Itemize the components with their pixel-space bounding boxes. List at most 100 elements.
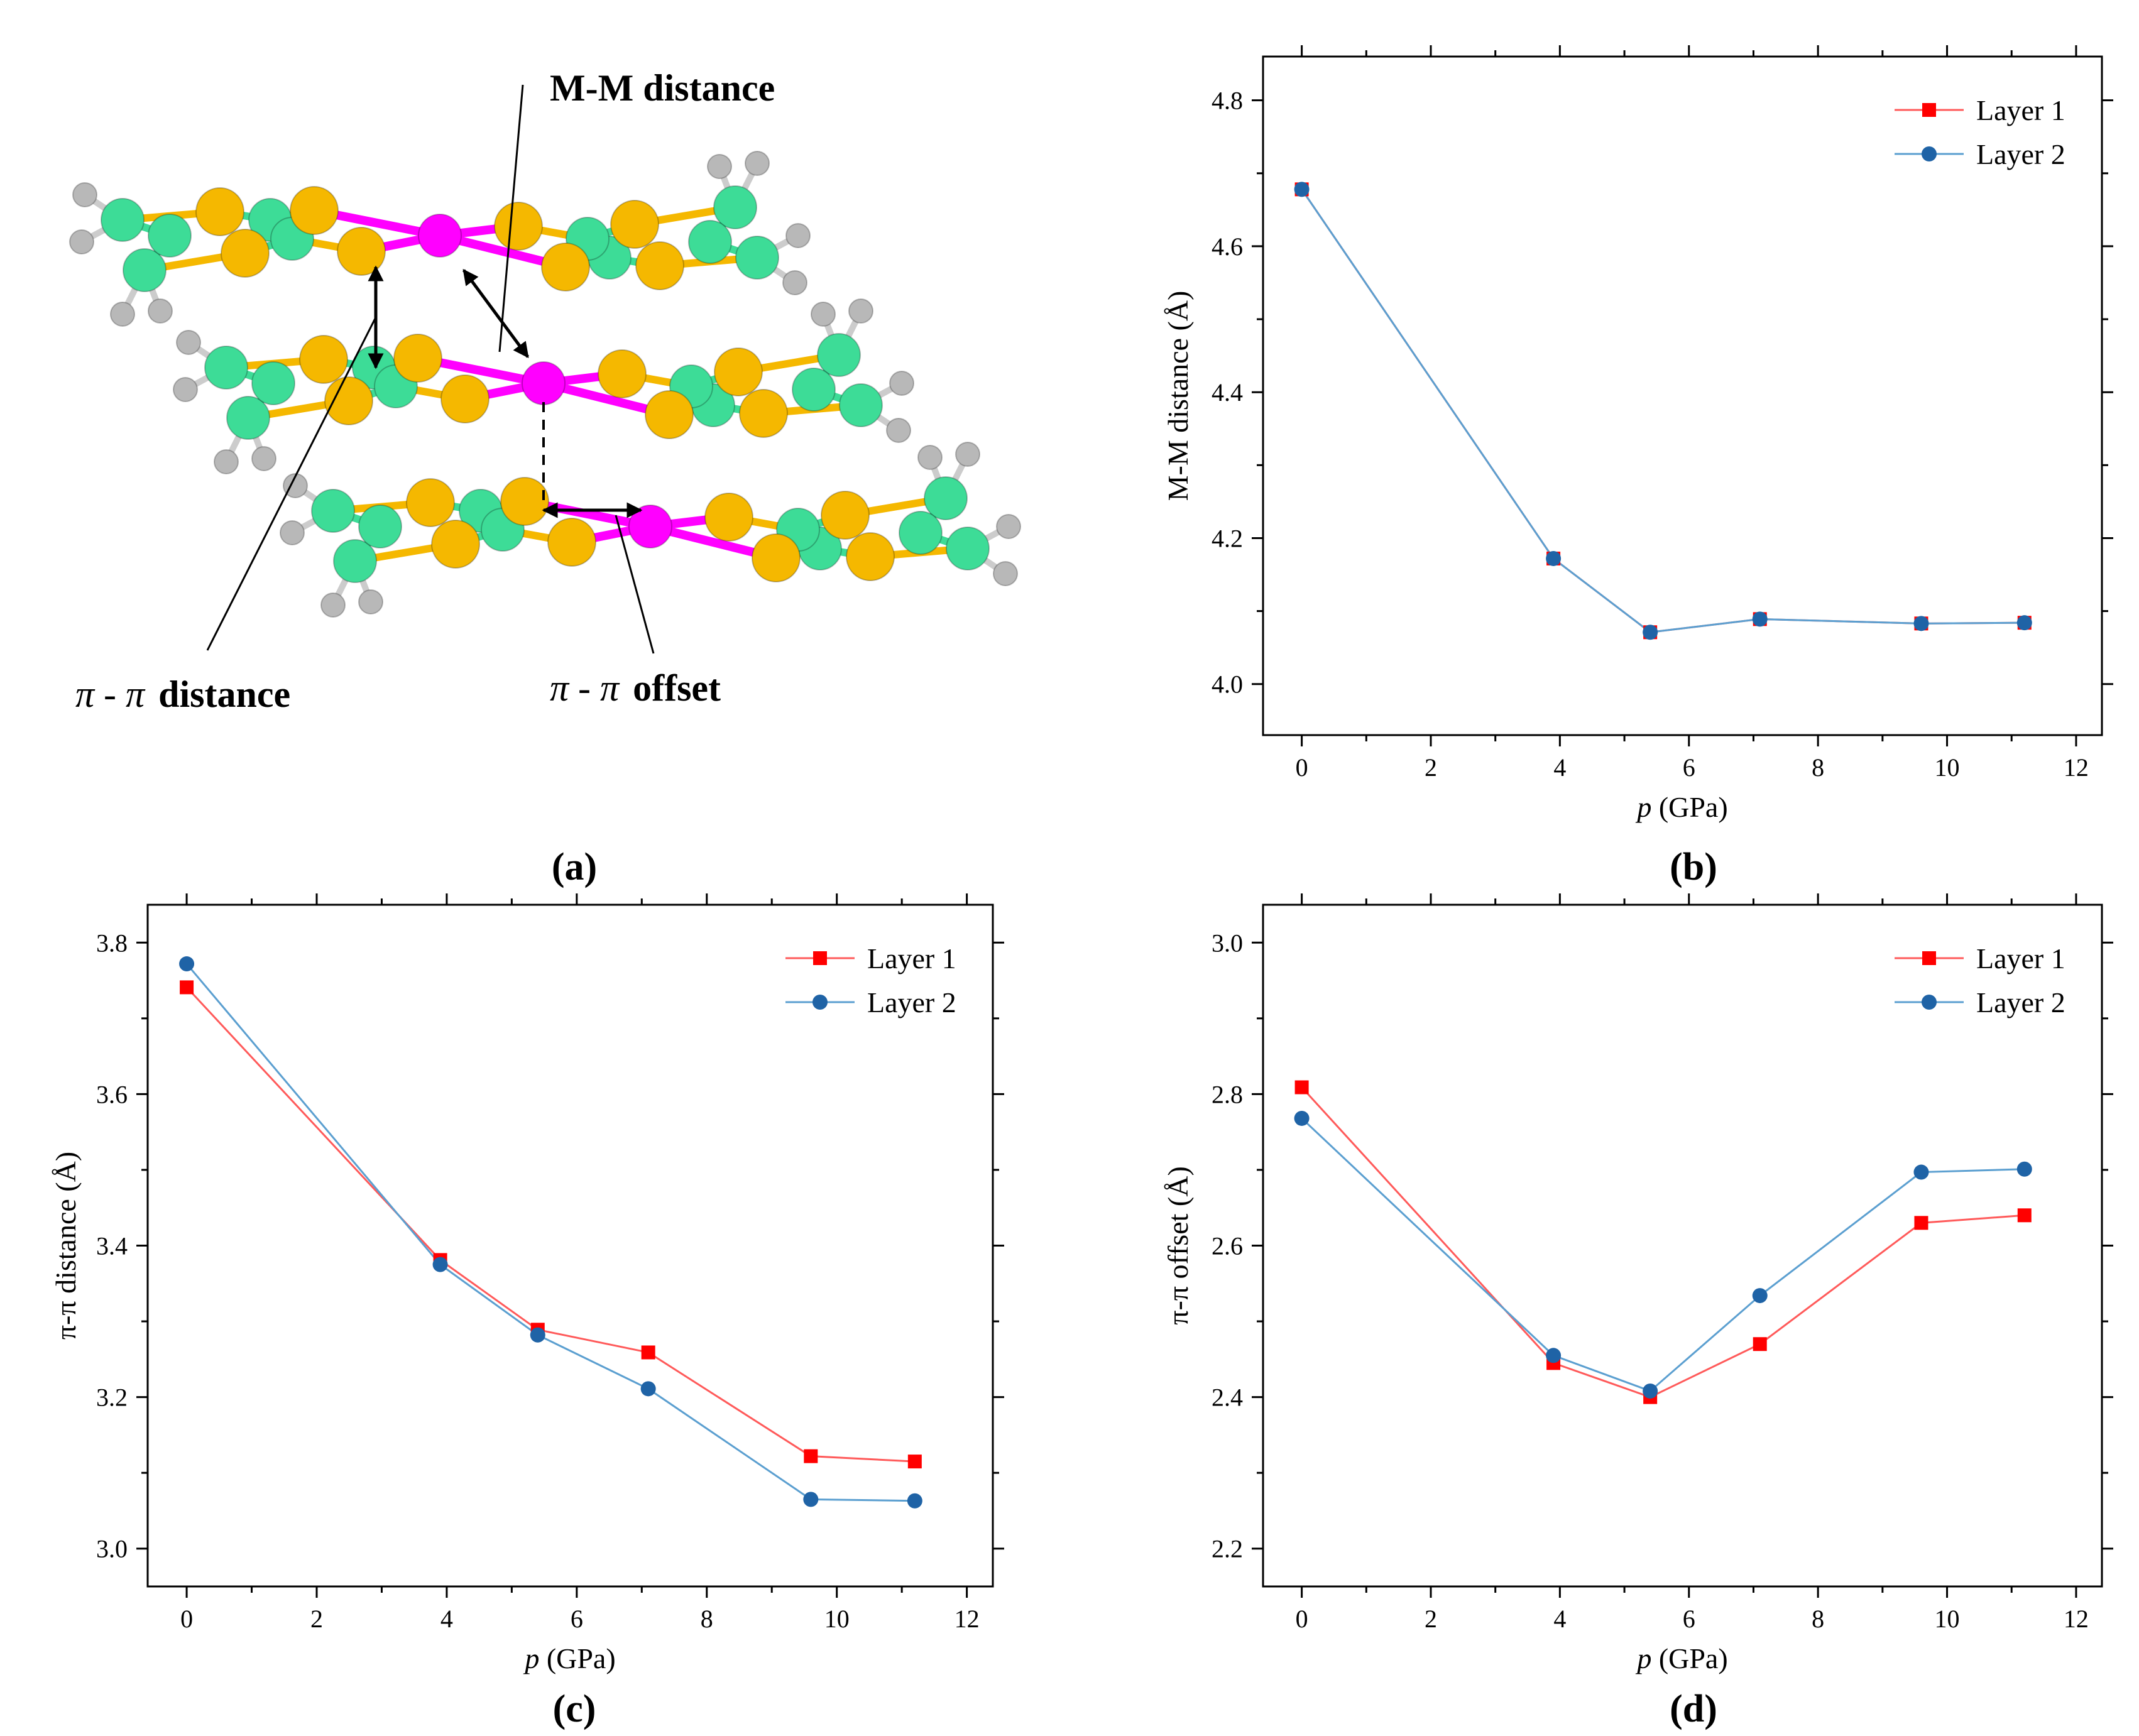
legend-marker-layer-1: [813, 951, 827, 965]
x-tick-label: 8: [1812, 1605, 1824, 1633]
carbon-atom: [817, 333, 861, 377]
legend-marker-layer-1: [1922, 103, 1936, 117]
sulfur-atom: [752, 533, 801, 582]
sulfur-atom: [714, 347, 763, 396]
y-tick-label: 4.6: [1212, 232, 1243, 261]
hydrogen-atom: [280, 520, 305, 545]
point-layer-1: [641, 1345, 655, 1360]
pi-pi-offset-label: π - π offset: [550, 667, 721, 709]
carbon-atom: [688, 220, 732, 264]
carbon-atom: [924, 476, 968, 520]
x-tick-label: 4: [440, 1605, 453, 1633]
carbon-atom: [148, 214, 192, 258]
series-line-layer-1: [185, 986, 915, 1463]
y-tick-label: 3.2: [96, 1384, 128, 1412]
y-tick-label: 4.4: [1212, 378, 1243, 407]
pi-pi-offset-symbol: π - π: [550, 667, 620, 709]
legend-label-layer-1: Layer 1: [867, 942, 956, 974]
carbon-atom: [792, 368, 836, 412]
carbon-atom: [101, 198, 145, 242]
x-tick-label: 2: [1425, 1605, 1437, 1633]
point-layer-1: [180, 980, 194, 995]
x-tick-label: 6: [1683, 753, 1695, 782]
point-layer-1: [1294, 1080, 1309, 1095]
carbon-atom: [204, 346, 248, 390]
y-tick-label: 3.4: [96, 1232, 128, 1260]
mm-distance-leader: [498, 84, 524, 352]
hydrogen-atom: [251, 446, 276, 471]
sulfur-atom: [500, 477, 549, 526]
x-axis-label-var: p: [1635, 1642, 1651, 1674]
carbon-atom: [713, 185, 757, 229]
y-tick-label: 2.2: [1212, 1535, 1243, 1563]
plot-frame: [1262, 55, 2103, 736]
sulfur-atom: [739, 389, 788, 438]
legend-marker-layer-2: [1922, 995, 1937, 1010]
legend-label-layer-1: Layer 1: [1976, 942, 2065, 974]
hydrogen-atom: [811, 302, 836, 327]
hydrogen-atom: [176, 330, 201, 355]
y-tick-label: 2.6: [1212, 1232, 1243, 1260]
point-layer-2: [803, 1492, 819, 1507]
molecule-illustration: [69, 84, 1021, 654]
x-tick-label: 6: [1683, 1605, 1695, 1633]
x-tick-label: 0: [1296, 1605, 1308, 1633]
y-tick-label: 2.4: [1212, 1384, 1243, 1412]
x-tick-label: 2: [1425, 753, 1437, 782]
x-axis-label-var: p: [1635, 791, 1651, 823]
point-layer-2: [1294, 182, 1310, 197]
sulfur-atom: [393, 334, 442, 383]
x-axis-label-var: p: [523, 1642, 539, 1674]
point-layer-1: [907, 1455, 922, 1469]
sulfur-atom: [406, 478, 455, 527]
point-layer-2: [1913, 616, 1929, 631]
sulfur-atom: [337, 227, 386, 276]
series-line-layer-1: [1301, 1086, 2025, 1399]
pi-pi-distance-label: π - π distance: [75, 674, 290, 715]
hydrogen-atom: [993, 561, 1018, 586]
hydrogen-atom: [889, 371, 914, 396]
point-layer-2: [907, 1493, 922, 1509]
panel-label-d: (d): [1670, 1688, 1717, 1730]
hydrogen-atom: [214, 449, 239, 474]
series-line-layer-1: [1301, 188, 2025, 633]
legend-label-layer-2: Layer 2: [867, 986, 956, 1018]
sulfur-atom: [290, 186, 339, 235]
sulfur-atom: [821, 491, 870, 540]
panel-label-a: (a): [552, 846, 597, 888]
y-tick-label: 3.6: [96, 1080, 128, 1108]
x-tick-label: 10: [1935, 753, 1960, 782]
y-axis-label: π-π distance (Å): [50, 1152, 82, 1340]
x-tick-label: 10: [1935, 1605, 1960, 1633]
point-layer-2: [1913, 1164, 1929, 1180]
point-layer-1: [1914, 1216, 1928, 1230]
carbon-atom: [839, 383, 883, 427]
x-tick-label: 4: [1553, 1605, 1566, 1633]
sulfur-atom: [547, 518, 596, 567]
x-axis-label-unit: (GPa): [1651, 1642, 1727, 1674]
point-layer-2: [640, 1381, 656, 1397]
carbon-atom: [735, 236, 779, 280]
metal-atom: [418, 214, 462, 258]
series-line-layer-2: [185, 963, 915, 1502]
sulfur-atom: [635, 241, 684, 290]
hydrogen-atom: [782, 270, 807, 295]
sulfur-atom: [324, 376, 373, 425]
pi-pi-distance-leader: [206, 317, 377, 651]
point-layer-2: [2016, 615, 2032, 631]
plot-frame: [146, 903, 994, 1588]
point-layer-2: [1546, 1348, 1562, 1363]
sulfur-atom: [645, 390, 694, 439]
sulfur-atom: [195, 187, 244, 236]
sulfur-atom: [299, 335, 348, 384]
point-layer-2: [1546, 550, 1562, 566]
sulfur-atom: [440, 374, 490, 423]
pi-pi-offset-leader: [615, 515, 655, 654]
x-axis-label: p (GPa): [1635, 791, 1727, 823]
sulfur-atom: [846, 532, 895, 581]
point-layer-2: [1643, 1383, 1658, 1399]
metal-atom: [522, 361, 566, 405]
hydrogen-atom: [785, 223, 811, 248]
point-layer-2: [432, 1257, 448, 1272]
